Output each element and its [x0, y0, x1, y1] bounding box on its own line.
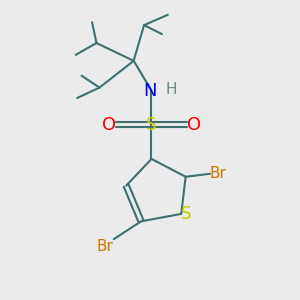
Text: Br: Br [210, 166, 227, 181]
Text: S: S [146, 116, 157, 134]
Text: O: O [187, 116, 201, 134]
Text: Br: Br [97, 239, 114, 254]
Text: S: S [181, 205, 192, 223]
Text: O: O [102, 116, 116, 134]
Text: H: H [165, 82, 177, 97]
Text: N: N [143, 82, 157, 100]
